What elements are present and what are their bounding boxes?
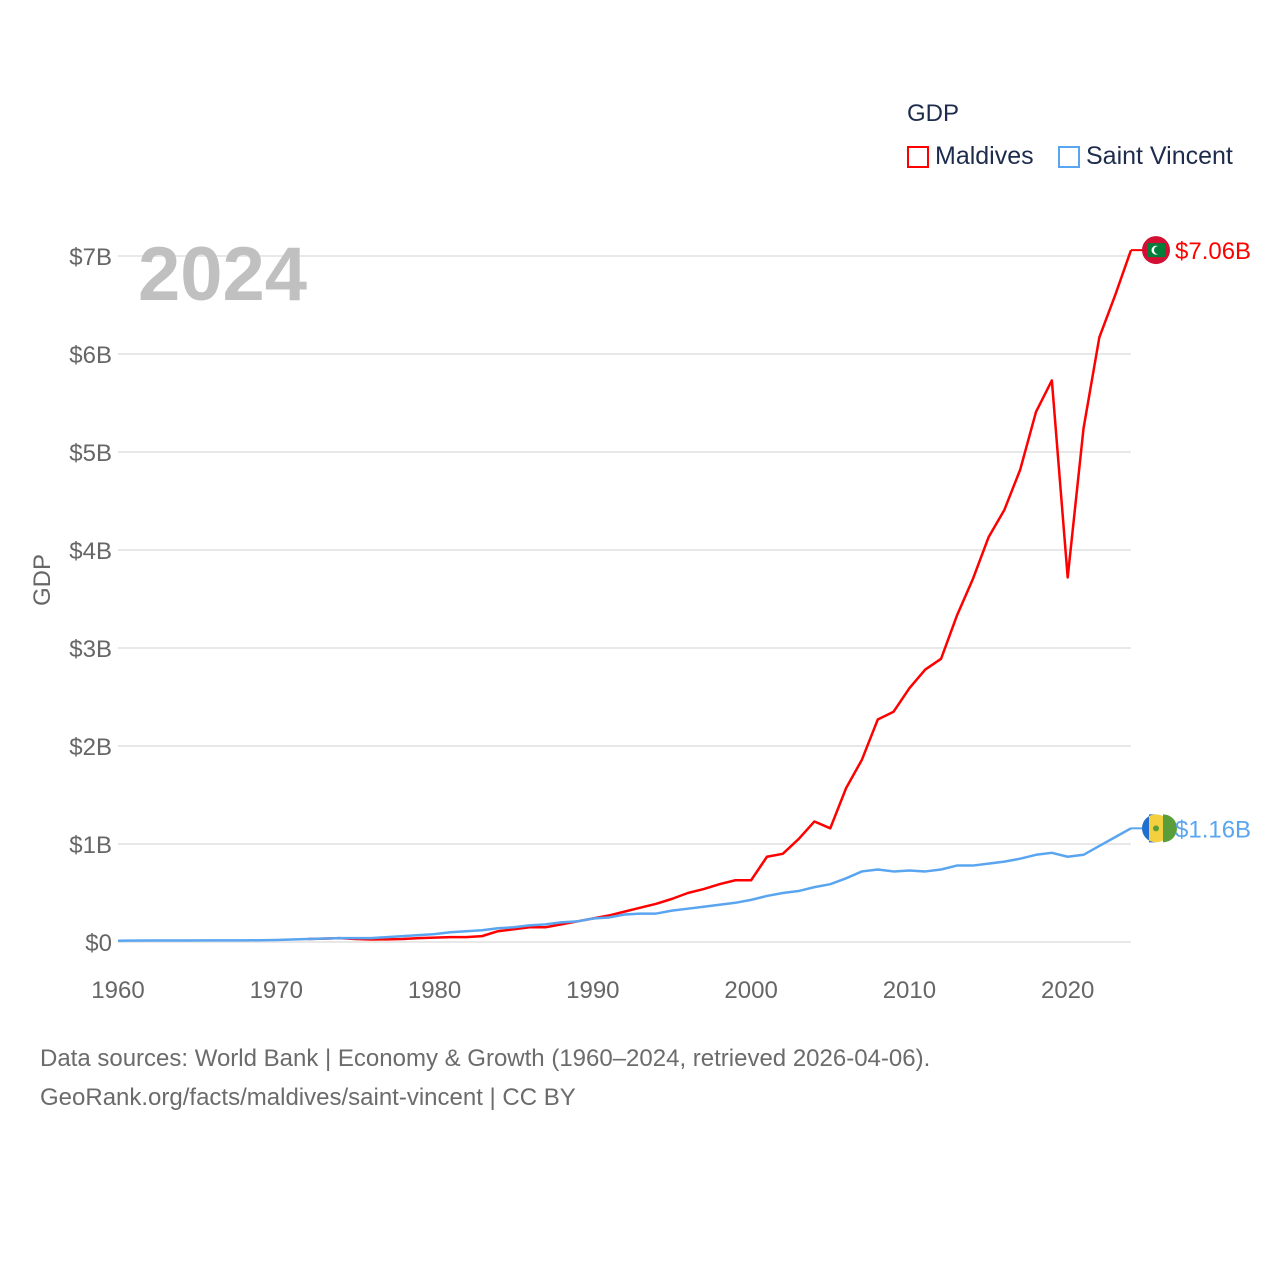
year-watermark: 2024 [138,232,307,317]
y-tick-label: $6B [69,342,112,369]
x-tick-label: 1980 [408,977,461,1004]
x-tick-label: 2020 [1041,977,1094,1004]
end-value-label: $1.16B [1175,816,1251,843]
y-tick-label: $1B [69,832,112,859]
legend-item-maldives[interactable]: Maldives [907,142,1034,171]
legend-swatch-maldives [907,145,929,168]
legend-label: Maldives [935,142,1034,170]
x-tick-label: 2010 [883,977,936,1004]
maldives-flag-icon [1142,236,1170,265]
footer-sources: Data sources: World Bank | Economy & Gro… [40,1045,931,1072]
x-tick-label: 2000 [724,977,777,1004]
series-line-maldives [307,249,1133,941]
y-tick-label: $4B [69,538,112,565]
y-tick-label: $5B [69,440,112,467]
footer-link[interactable]: GeoRank.org/facts/maldives/saint-vincent… [40,1084,576,1111]
y-tick-label: $2B [69,734,112,761]
legend-title: GDP [907,100,960,127]
y-tick-label: $7B [69,244,112,271]
y-axis-label: GDP [29,554,56,606]
x-tick-label: 1970 [250,977,303,1004]
end-value-label: $7.06B [1175,238,1251,265]
legend-swatch-saint-vincent [1058,145,1080,168]
saint-vincent-flag-icon [1142,814,1178,843]
legend-label: Saint Vincent [1086,142,1233,170]
series-line-saint-vincent [117,827,1132,942]
y-tick-label: $3B [69,636,112,663]
x-tick-label: 1960 [91,977,144,1004]
x-tick-label: 1990 [566,977,619,1004]
legend-item-saint-vincent[interactable]: Saint Vincent [1058,142,1233,171]
y-tick-label: $0 [85,930,112,957]
